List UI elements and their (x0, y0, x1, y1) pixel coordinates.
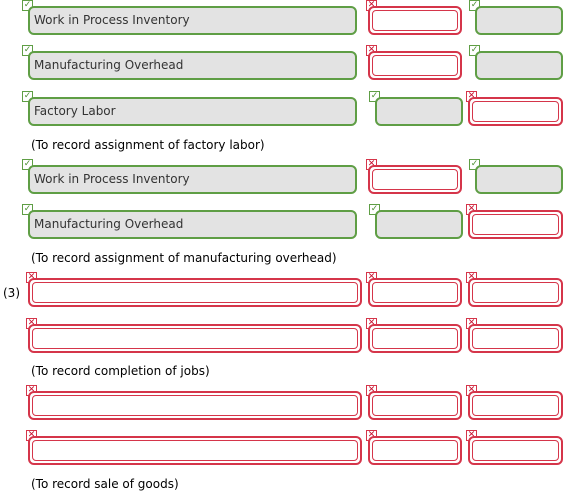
entry-note: (To record assignment of manufacturing o… (31, 251, 337, 265)
account-value: Work in Process Inventory (34, 172, 190, 186)
credit-input[interactable] (468, 324, 563, 353)
journal-row: ✕ ✕ ✕ (0, 318, 585, 354)
step-label: (3) (3, 286, 20, 300)
account-value: Work in Process Inventory (34, 13, 190, 27)
journal-row: ✓ Factory Labor ✓ ✕ (0, 91, 585, 127)
check-icon: ✓ (22, 45, 33, 56)
credit-input[interactable] (468, 278, 563, 307)
check-icon: ✓ (469, 159, 480, 170)
debit-input[interactable] (368, 51, 462, 80)
credit-input[interactable] (468, 391, 563, 420)
account-select[interactable] (28, 391, 362, 420)
credit-input[interactable] (475, 165, 563, 194)
entry-note: (To record completion of jobs) (31, 364, 210, 378)
debit-input[interactable] (368, 324, 462, 353)
debit-input[interactable] (368, 278, 462, 307)
account-select[interactable] (28, 436, 362, 465)
account-select[interactable]: Work in Process Inventory (28, 165, 357, 194)
check-icon: ✓ (469, 45, 480, 56)
account-select[interactable]: Manufacturing Overhead (28, 51, 357, 80)
debit-input[interactable] (368, 391, 462, 420)
account-select[interactable] (28, 278, 362, 307)
journal-row: ✓ Manufacturing Overhead ✓ ✕ (0, 204, 585, 240)
debit-input[interactable] (375, 97, 463, 126)
journal-row: (3) ✕ ✕ ✕ (0, 272, 585, 308)
account-select[interactable] (28, 324, 362, 353)
check-icon: ✓ (469, 0, 480, 11)
journal-row: ✕ ✕ ✕ (0, 385, 585, 421)
credit-input[interactable] (475, 51, 563, 80)
credit-input[interactable] (468, 436, 563, 465)
journal-row: ✓ Work in Process Inventory ✕ ✓ (0, 159, 585, 195)
debit-input[interactable] (368, 436, 462, 465)
account-value: Manufacturing Overhead (34, 217, 184, 231)
entry-note: (To record assignment of factory labor) (31, 138, 265, 152)
check-icon: ✓ (369, 91, 380, 102)
credit-input[interactable] (468, 97, 563, 126)
check-icon: ✓ (22, 159, 33, 170)
check-icon: ✓ (22, 204, 33, 215)
journal-row: ✓ Work in Process Inventory ✕ ✓ (0, 0, 585, 36)
credit-input[interactable] (475, 6, 563, 35)
account-value: Factory Labor (34, 104, 116, 118)
debit-input[interactable] (375, 210, 463, 239)
account-select[interactable]: Manufacturing Overhead (28, 210, 357, 239)
account-select[interactable]: Work in Process Inventory (28, 6, 357, 35)
debit-input[interactable] (368, 165, 462, 194)
journal-row: ✕ ✕ ✕ (0, 430, 585, 466)
check-icon: ✓ (22, 91, 33, 102)
account-value: Manufacturing Overhead (34, 58, 184, 72)
check-icon: ✓ (369, 204, 380, 215)
check-icon: ✓ (22, 0, 33, 11)
journal-row: ✓ Manufacturing Overhead ✕ ✓ (0, 45, 585, 81)
account-select[interactable]: Factory Labor (28, 97, 357, 126)
entry-note: (To record sale of goods) (31, 477, 179, 491)
credit-input[interactable] (468, 210, 563, 239)
debit-input[interactable] (368, 6, 462, 35)
